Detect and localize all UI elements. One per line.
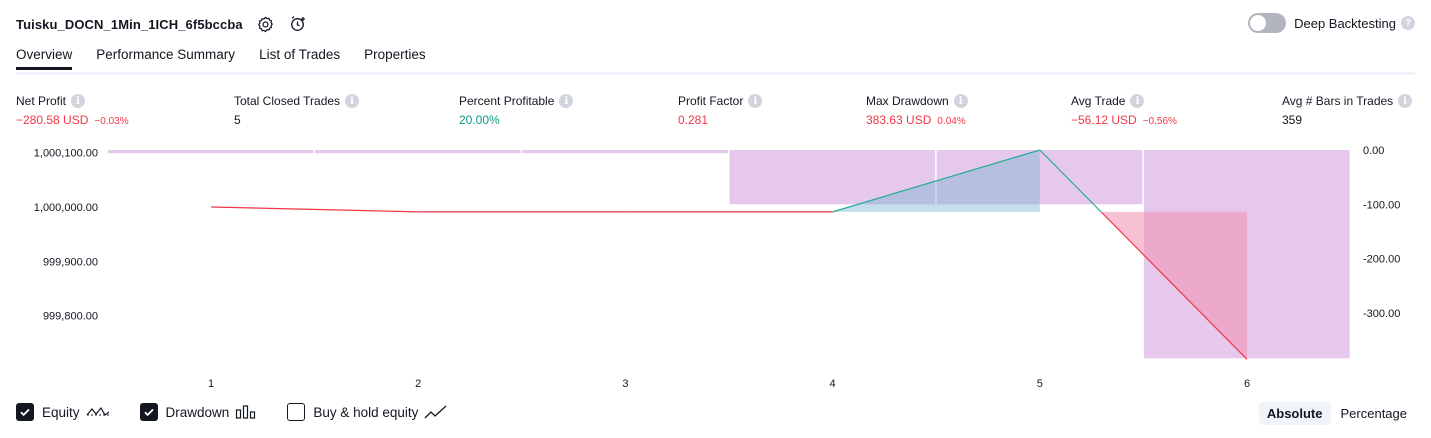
metric-max-drawdown: Max Drawdown i 383.63 USD 0.04%	[866, 94, 968, 127]
y-tick-label: 1,000,000.00	[34, 202, 98, 214]
y-tick-label: 999,800.00	[43, 311, 98, 323]
metric-net-profit: Net Profit i −280.58 USD −0.03%	[16, 94, 129, 127]
x-tick-label: 3	[622, 378, 628, 390]
strategy-title: Tuisku_DOCN_1Min_1ICH_6f5bccba	[16, 16, 243, 32]
legend-label: Equity	[42, 404, 80, 420]
metric-percent: −0.03%	[94, 116, 129, 127]
trend-line-icon	[424, 404, 448, 420]
legend-label: Buy & hold equity	[313, 404, 419, 420]
right-axis: 0.00 -100.00 -200.00 -300.00	[1363, 145, 1400, 320]
drawdown-bar	[936, 150, 1143, 205]
y-tick-label: -100.00	[1363, 199, 1400, 211]
metric-label: Net Profit	[16, 94, 67, 108]
gear-icon[interactable]	[257, 15, 275, 33]
tab-performance-summary[interactable]: Performance Summary	[96, 47, 236, 62]
strategy-header: Tuisku_DOCN_1Min_1ICH_6f5bccba	[16, 12, 307, 36]
info-icon[interactable]: i	[559, 94, 574, 108]
metric-label: Total Closed Trades	[234, 94, 341, 108]
metric-percent-profitable: Percent Profitable i 20.00%	[459, 94, 574, 127]
metric-value: 5	[234, 113, 241, 127]
metric-profit-factor: Profit Factor i 0.281	[678, 94, 763, 127]
x-tick-label: 1	[208, 378, 214, 390]
equity-segment	[1039, 149, 1102, 213]
info-icon[interactable]: i	[345, 94, 360, 108]
tab-properties[interactable]: Properties	[364, 47, 426, 62]
drawdown-checkbox[interactable]	[139, 403, 158, 421]
metric-label: Max Drawdown	[866, 94, 949, 108]
tab-list-of-trades[interactable]: List of Trades	[259, 47, 341, 62]
legend-drawdown[interactable]: Drawdown	[139, 403, 258, 421]
metrics-row: Net Profit i −280.58 USD −0.03% Total Clos…	[0, 94, 1431, 134]
tab-divider	[16, 72, 1415, 75]
deep-backtesting-toggle[interactable]	[1248, 13, 1287, 33]
metric-label: Avg Trade	[1071, 94, 1126, 108]
metric-value: 0.281	[678, 113, 709, 127]
metric-value: −280.58 USD	[16, 113, 89, 127]
metric-avg-trade: Avg Trade i −56.12 USD −0.56%	[1071, 94, 1177, 127]
x-tick-label: 2	[415, 378, 421, 390]
equity-checkbox[interactable]	[16, 403, 34, 421]
y-tick-label: -300.00	[1363, 308, 1400, 320]
drawdown-bar	[107, 150, 314, 154]
drawdown-bars-icon	[235, 404, 257, 420]
equity-segment	[832, 149, 1040, 213]
metric-percent: −0.56%	[1142, 116, 1177, 127]
y-tick-label: -200.00	[1363, 254, 1400, 266]
equity-drawdown-chart: 1,000,100.00 1,000,000.00 999,900.00 999,80…	[34, 145, 1401, 390]
drawdown-bar	[522, 150, 728, 154]
legend-label: Drawdown	[165, 404, 230, 420]
metric-percent: 0.04%	[937, 116, 966, 127]
x-tick-label: 6	[1244, 378, 1250, 390]
metric-value: −56.12 USD	[1071, 113, 1137, 127]
percentage-button[interactable]: Percentage	[1340, 406, 1408, 421]
metric-value: 359	[1282, 113, 1303, 127]
y-tick-label: 1,000,100.00	[34, 148, 98, 160]
equity-line-icon	[86, 404, 110, 420]
metric-total-closed-trades: Total Closed Trades i 5	[234, 94, 360, 127]
legend-equity[interactable]: Equity	[16, 403, 110, 421]
value-mode-switch: Absolute Percentage	[1257, 402, 1415, 425]
y-tick-label: 999,900.00	[43, 256, 98, 268]
help-icon[interactable]: ?	[1401, 16, 1415, 30]
y-tick-label: 0.00	[1363, 145, 1384, 157]
chart-legend: Equity Drawdown Buy & hold equity	[16, 403, 478, 421]
absolute-button[interactable]: Absolute	[1258, 402, 1331, 425]
report-tabs: Overview Performance Summary List of Tra…	[16, 47, 450, 70]
equity-segment	[210, 206, 419, 213]
metric-avg-bars-in-trades: Avg # Bars in Trades i 359	[1282, 94, 1413, 127]
deep-backtesting: Deep Backtesting ?	[1248, 13, 1415, 33]
metric-label: Profit Factor	[678, 94, 744, 108]
equity-line-layer	[210, 149, 1248, 360]
metric-label: Avg # Bars in Trades	[1282, 94, 1394, 108]
deep-backtesting-label: Deep Backtesting	[1294, 15, 1396, 31]
add-alert-icon[interactable]	[289, 15, 307, 33]
info-icon[interactable]: i	[1130, 94, 1145, 108]
info-icon[interactable]: i	[953, 94, 968, 108]
x-tick-label: 5	[1037, 378, 1043, 390]
metric-label: Percent Profitable	[459, 94, 555, 108]
left-axis: 1,000,100.00 1,000,000.00 999,900.00 999,80…	[34, 148, 98, 323]
info-icon[interactable]: i	[1398, 94, 1413, 108]
buy-hold-checkbox[interactable]	[287, 403, 306, 421]
info-icon[interactable]: i	[748, 94, 763, 108]
drawdown-bar	[315, 150, 521, 154]
x-tick-label: 4	[830, 378, 836, 390]
legend-buy-hold-equity[interactable]: Buy & hold equity	[287, 403, 448, 421]
equity-segment	[1100, 211, 1248, 360]
tab-overview[interactable]: Overview	[16, 47, 73, 70]
x-axis: 1 2 3 4 5 6	[208, 378, 1250, 390]
toggle-knob	[1250, 15, 1267, 31]
metric-value: 383.63 USD	[866, 113, 932, 127]
info-icon[interactable]: i	[71, 94, 86, 108]
drawdown-bar	[729, 150, 936, 205]
metric-value: 20.00%	[459, 113, 500, 127]
